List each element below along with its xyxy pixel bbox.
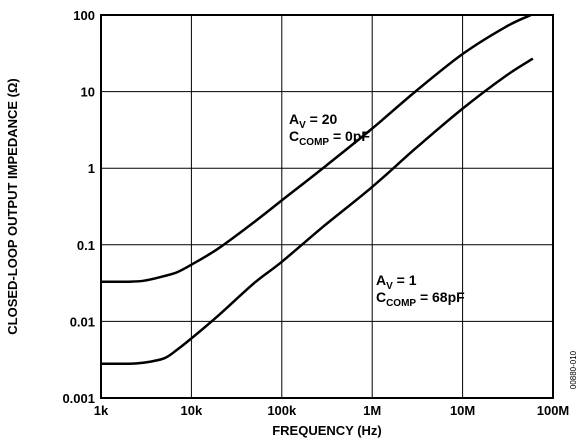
x-tick-label: 100k [267, 403, 297, 418]
figure-code: 00880-010 [569, 350, 578, 389]
annotation-line: AV = 1 [376, 272, 417, 292]
x-axis-title: FREQUENCY (Hz) [272, 423, 382, 438]
annotation-line: CCOMP = 68pF [376, 289, 465, 309]
y-tick-label: 100 [73, 8, 95, 23]
y-tick-label: 1 [88, 161, 95, 176]
impedance-curve [100, 57, 534, 366]
y-axis-title: CLOSED-LOOP OUTPUT IMPEDANCE (Ω) [5, 78, 20, 334]
impedance-curve [100, 13, 532, 283]
data-curves [100, 13, 534, 366]
x-tick-label: 10k [181, 403, 203, 418]
y-tick-label: 0.1 [77, 238, 95, 253]
x-tick-label: 10M [450, 403, 475, 418]
y-tick-label: 0.001 [62, 391, 95, 406]
annotation-line: AV = 20 [289, 111, 338, 131]
grid-lines [100, 14, 554, 399]
y-tick-label: 0.01 [70, 314, 95, 329]
x-tick-label: 100M [537, 403, 570, 418]
x-axis-ticks: 1k 10k 100k 1M 10M 100M [94, 403, 570, 418]
x-tick-label: 1M [363, 403, 381, 418]
y-axis-ticks: 0.001 0.01 0.1 1 10 100 [62, 8, 95, 406]
plot-frame [100, 14, 554, 399]
y-tick-label: 10 [81, 85, 95, 100]
annotation-line: CCOMP = 0pF [289, 128, 370, 148]
x-tick-label: 1k [94, 403, 109, 418]
